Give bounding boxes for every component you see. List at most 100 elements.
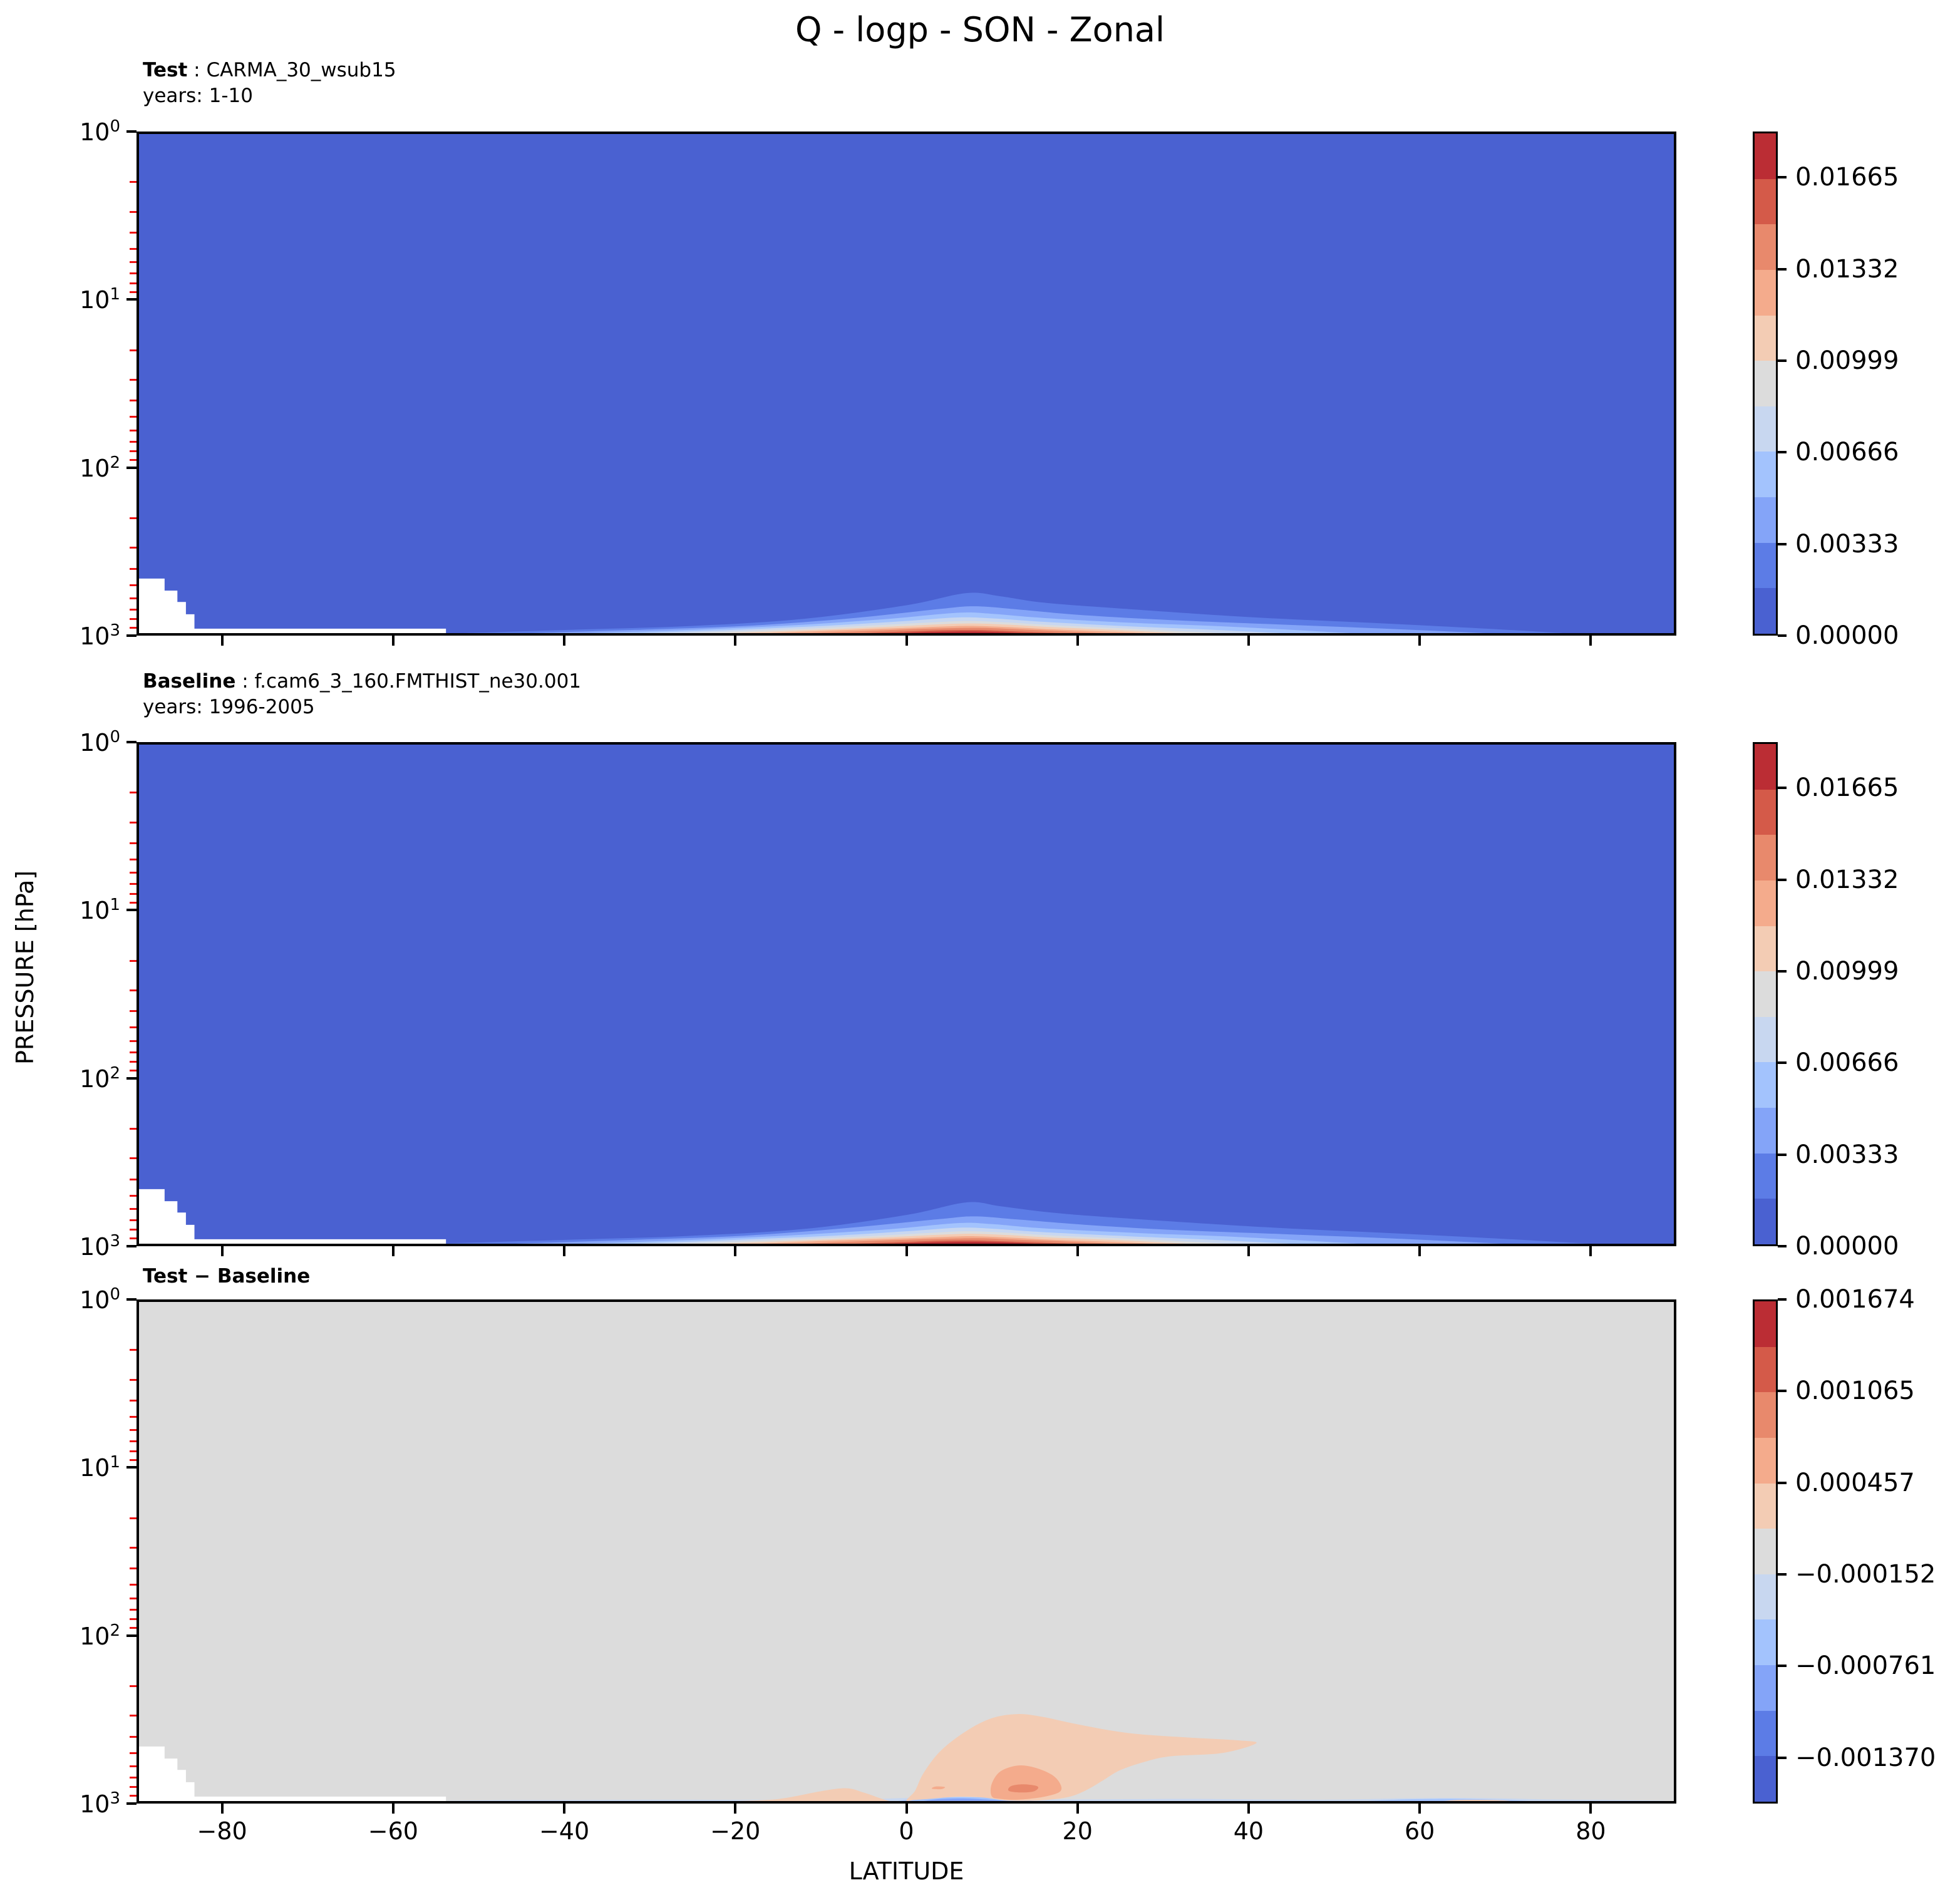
- x-major-tick: [391, 1804, 395, 1814]
- colorbar-segment: [1755, 1108, 1776, 1154]
- y-minor-tick: [130, 1207, 137, 1210]
- x-major-tick: [1247, 1804, 1250, 1814]
- y-minor-tick: [130, 1440, 137, 1443]
- colorbar-segment: [1755, 497, 1776, 543]
- colorbar-segment: [1755, 1665, 1776, 1711]
- y-minor-tick: [130, 210, 137, 213]
- colorbar-segment: [1755, 1153, 1776, 1199]
- y-minor-tick: [130, 1459, 137, 1461]
- panel-header-baseline-years: years: 1996-2005: [143, 696, 315, 718]
- x-major-tick: [1247, 1246, 1250, 1256]
- colorbar-diff: [1753, 1299, 1778, 1804]
- colorbar-tick: [1778, 1061, 1787, 1065]
- x-major-tick: [905, 1804, 908, 1814]
- x-major-tick: [1418, 1246, 1421, 1256]
- y-minor-tick: [130, 1157, 137, 1160]
- x-tick-label: 20: [1062, 1817, 1093, 1845]
- y-major-tick: [126, 634, 137, 637]
- y-tick-label: 102: [80, 453, 120, 482]
- y-minor-tick: [130, 567, 137, 570]
- x-major-tick: [1247, 636, 1250, 646]
- colorbar-segment: [1755, 1062, 1776, 1108]
- colorbar-tick-label: 0.00000: [1795, 1232, 1899, 1261]
- colorbar-tick-label: 0.00333: [1795, 1140, 1899, 1169]
- y-tick-label: 101: [80, 896, 120, 925]
- y-minor-tick: [130, 1127, 137, 1130]
- colorbar-segment: [1755, 880, 1776, 926]
- colorbar-segment: [1755, 1346, 1776, 1393]
- colorbar-tick-label: 0.001674: [1795, 1285, 1915, 1314]
- colorbar-segment: [1755, 789, 1776, 835]
- x-major-tick: [1418, 1804, 1421, 1814]
- y-major-tick: [126, 1802, 137, 1805]
- y-minor-tick: [130, 597, 137, 599]
- y-major-tick: [126, 1634, 137, 1637]
- panel-header-diff: Test − Baseline: [143, 1264, 310, 1289]
- y-minor-tick: [130, 1567, 137, 1570]
- x-axis-title: LATITUDE: [848, 1857, 964, 1885]
- y-minor-tick: [130, 1229, 137, 1231]
- colorbar-segment: [1755, 1392, 1776, 1438]
- y-tick-label: 100: [80, 1285, 120, 1314]
- x-tick-label: −20: [710, 1817, 761, 1845]
- colorbar-test: [1753, 132, 1778, 636]
- y-minor-tick: [130, 1608, 137, 1611]
- colorbar-segment: [1755, 1529, 1776, 1574]
- x-major-tick: [391, 636, 395, 646]
- y-minor-tick: [130, 1051, 137, 1053]
- colorbar-segment: [1755, 1756, 1776, 1802]
- x-major-tick: [1589, 1246, 1592, 1256]
- colorbar-tick: [1778, 1481, 1787, 1484]
- y-minor-tick: [130, 429, 137, 431]
- panel-header-test-rest: : CARMA_30_wsub15: [187, 59, 396, 81]
- colorbar-segment: [1755, 835, 1776, 880]
- x-tick-label: −40: [539, 1817, 590, 1845]
- x-major-tick: [220, 1804, 224, 1814]
- y-minor-tick: [130, 272, 137, 275]
- colorbar-segment: [1755, 926, 1776, 972]
- y-minor-tick: [130, 1776, 137, 1779]
- colorbar-tick-label: 0.00999: [1795, 346, 1899, 375]
- x-major-tick: [734, 1246, 737, 1256]
- y-major-tick: [126, 1076, 137, 1080]
- contour-field-diff: [139, 1302, 1674, 1801]
- y-minor-tick: [130, 1061, 137, 1063]
- colorbar-tick: [1778, 969, 1787, 973]
- colorbar-tick: [1778, 1298, 1787, 1301]
- colorbar-tick: [1778, 267, 1787, 271]
- x-tick-label: 0: [899, 1817, 914, 1845]
- y-minor-tick: [130, 1378, 137, 1381]
- y-minor-tick: [130, 547, 137, 549]
- colorbar-tick: [1778, 1390, 1787, 1393]
- x-major-tick: [391, 1246, 395, 1256]
- contour-panel-diff: [137, 1299, 1676, 1804]
- x-tick-label: 60: [1404, 1817, 1435, 1845]
- x-major-tick: [1076, 636, 1079, 646]
- y-minor-tick: [130, 291, 137, 293]
- y-minor-tick: [130, 1584, 137, 1586]
- colorbar-tick-label: −0.000761: [1795, 1651, 1936, 1681]
- y-minor-tick: [130, 1416, 137, 1418]
- y-minor-tick: [130, 1786, 137, 1789]
- y-major-tick: [126, 1466, 137, 1469]
- y-minor-tick: [130, 1194, 137, 1197]
- x-major-tick: [1589, 1804, 1592, 1814]
- y-minor-tick: [130, 842, 137, 845]
- y-minor-tick: [130, 618, 137, 621]
- y-minor-tick: [130, 1626, 137, 1629]
- y-minor-tick: [130, 1715, 137, 1717]
- y-minor-tick: [130, 1237, 137, 1240]
- x-major-tick: [734, 1804, 737, 1814]
- figure-title: Q - logp - SON - Zonal: [795, 10, 1165, 49]
- y-minor-tick: [130, 989, 137, 991]
- colorbar-segment: [1755, 1574, 1776, 1620]
- y-tick-label: 100: [80, 117, 120, 146]
- x-major-tick: [1076, 1246, 1079, 1256]
- x-major-tick: [734, 636, 737, 646]
- contour-panel-test: [137, 132, 1676, 636]
- y-minor-tick: [130, 1429, 137, 1432]
- x-major-tick: [563, 636, 566, 646]
- colorbar-segment: [1755, 1619, 1776, 1666]
- x-major-tick: [220, 1246, 224, 1256]
